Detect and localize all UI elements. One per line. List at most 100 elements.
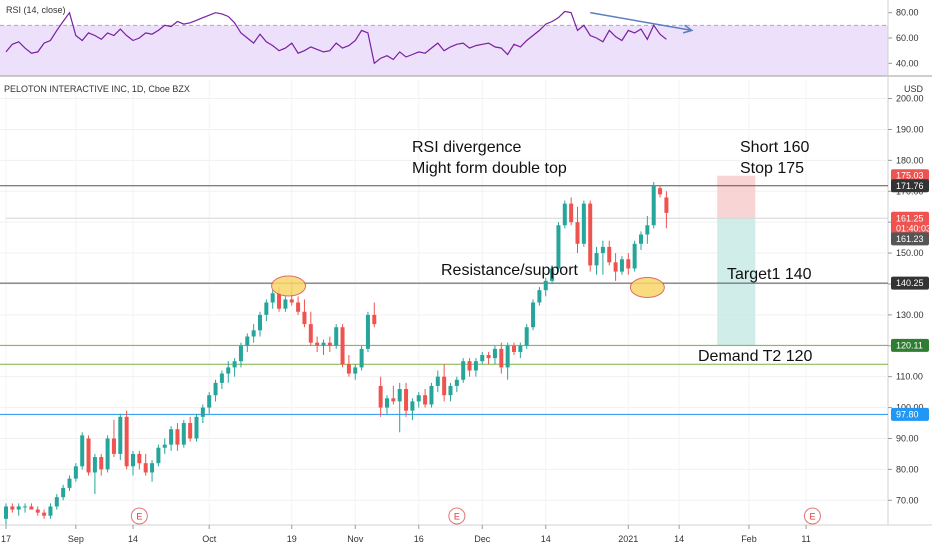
- candle-body: [372, 314, 377, 325]
- candle-body: [200, 407, 205, 417]
- candle-body: [92, 457, 97, 473]
- time-axis-tick-label: Dec: [474, 534, 491, 544]
- candle-body: [391, 398, 396, 402]
- time-axis-tick-label: 14: [128, 534, 138, 544]
- price-tag-label: 140.25: [896, 278, 924, 288]
- candle-body: [645, 225, 650, 235]
- candle-body: [194, 416, 199, 439]
- target-zone: [717, 218, 756, 346]
- candle-body: [346, 364, 351, 374]
- rsi-axis-tick-label: 40.00: [896, 58, 919, 68]
- rsi-axis-tick-label: 60.00: [896, 33, 919, 43]
- candle-body: [162, 444, 167, 448]
- rsi-arrow-line: [590, 11, 692, 32]
- price-tag: [891, 179, 929, 193]
- price-axis-tick-label: 110.00: [896, 372, 923, 382]
- price-axis-tick-label: 200.00: [896, 94, 924, 104]
- price-tag: [891, 276, 929, 290]
- annotation-double-top: Might form double top: [412, 160, 567, 177]
- candle-body: [626, 259, 631, 269]
- candle-body: [296, 302, 301, 312]
- position-tool[interactable]: [6, 175, 888, 346]
- candle-body: [188, 423, 193, 439]
- candle-body: [169, 429, 174, 445]
- price-tag: [891, 407, 929, 421]
- price-axis-tick-label: 190.00: [896, 124, 924, 134]
- candle-body: [207, 395, 212, 408]
- candle-body: [4, 506, 8, 519]
- candle-body: [111, 438, 116, 454]
- time-axis-tick-label: Feb: [741, 534, 757, 544]
- candle-body: [308, 324, 313, 343]
- candle-body: [359, 348, 364, 368]
- annotation-rsi-divergence: RSI divergence: [412, 139, 521, 156]
- candles: [4, 181, 669, 525]
- candle-body: [137, 453, 142, 464]
- candle-body: [499, 348, 504, 368]
- candle-body: [410, 401, 415, 411]
- price-tag-label: 161.25: [896, 213, 924, 223]
- candle-body: [651, 185, 656, 226]
- candle-body: [258, 314, 262, 331]
- candle-body: [238, 345, 243, 362]
- candle-body: [143, 463, 148, 473]
- candle-body: [480, 355, 485, 362]
- candle-body: [569, 203, 574, 223]
- price-axis-tick-label: 80.00: [896, 464, 919, 474]
- candle-body: [486, 355, 491, 359]
- rsi-label: RSI (14, close): [6, 5, 66, 15]
- candle-body: [232, 361, 237, 368]
- candle-body: [461, 361, 466, 380]
- candle-body: [537, 290, 542, 303]
- earnings-marker-label: E: [136, 512, 142, 522]
- candle-body: [264, 302, 269, 315]
- price-tag-label: 01:40:03: [896, 223, 931, 233]
- candle-body: [118, 416, 123, 454]
- symbol-title: PELOTON INTERACTIVE INC, 1D, Cboe BZX: [4, 84, 190, 94]
- candle-body: [543, 280, 548, 291]
- price-tag-label: 97.80: [896, 409, 919, 419]
- candle-body: [613, 262, 618, 272]
- candle-body: [575, 222, 580, 244]
- candle-body: [124, 416, 129, 467]
- time-axis-tick-label: Sep: [68, 534, 84, 544]
- candle-body: [562, 203, 567, 226]
- candle-body: [23, 506, 28, 508]
- price-axis-tick-label: 150.00: [896, 248, 924, 258]
- candle-body: [277, 293, 282, 309]
- candle-body: [365, 314, 370, 349]
- time-axis-tick-label: 17: [1, 534, 11, 544]
- time-axis-tick-label: 2021: [618, 534, 638, 544]
- candle-body: [467, 361, 472, 371]
- candle-body: [42, 512, 47, 516]
- candle-body: [226, 367, 231, 374]
- candle-body: [550, 268, 555, 281]
- time-axis-tick-label: 14: [541, 534, 551, 544]
- price-tag-label: 161.23: [896, 234, 924, 244]
- time-axis-tick-label: 14: [674, 534, 684, 544]
- candle-body: [435, 376, 440, 386]
- price-axis-tick-label: 100.00: [896, 403, 924, 413]
- candle-body: [588, 203, 593, 266]
- price-tag-label: 175.03: [896, 171, 924, 181]
- candle-body: [245, 336, 250, 346]
- candle-body: [10, 506, 15, 510]
- earnings-marker-label: E: [454, 512, 460, 522]
- price-axis-tick-label: 130.00: [896, 310, 924, 320]
- price-tag: [891, 338, 929, 352]
- candle-body: [16, 506, 21, 510]
- candle-body: [29, 506, 34, 510]
- price-tag: [891, 221, 929, 235]
- candle-body: [416, 395, 421, 402]
- candle-body: [639, 234, 643, 244]
- annotation-stop: Stop 175: [740, 160, 804, 177]
- candle-body: [581, 203, 586, 244]
- candle-body: [67, 478, 72, 488]
- candle-body: [302, 311, 307, 325]
- price-axis-tick-label: 90.00: [896, 433, 919, 443]
- candle-body: [340, 327, 345, 365]
- candle-body: [289, 299, 294, 303]
- candle-body: [270, 293, 275, 303]
